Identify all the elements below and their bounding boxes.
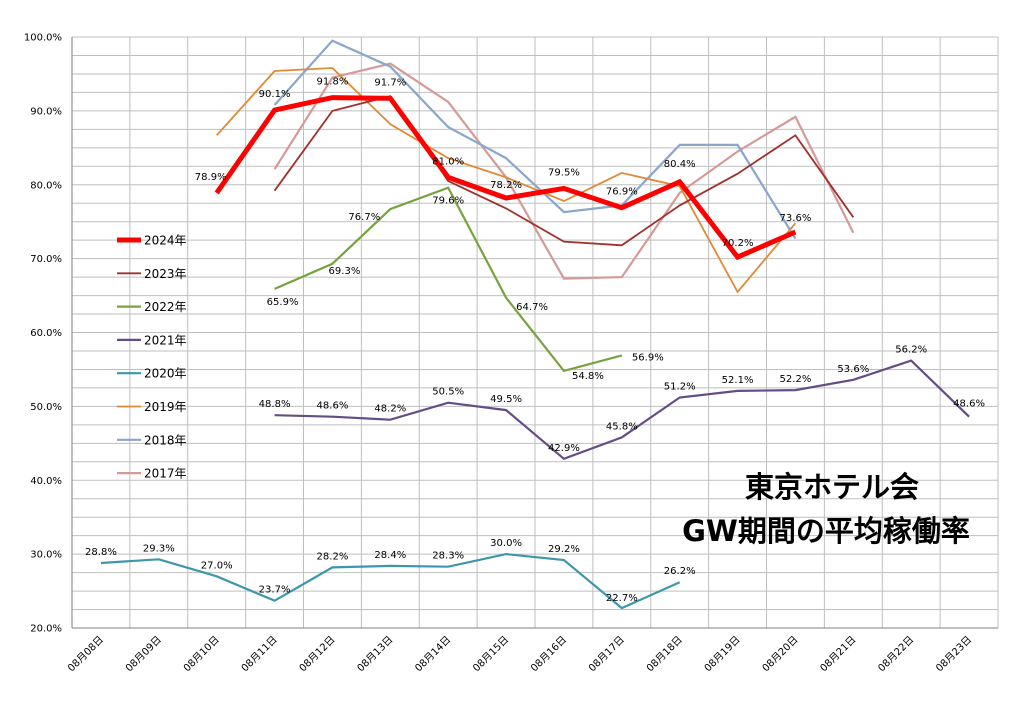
y-tick-label: 50.0% [30,402,62,413]
data-label: 91.7% [374,77,406,88]
chart-title-block: 東京ホテル会 GW期間の平均稼働率 [682,470,970,548]
legend-label: 2017年 [144,467,187,481]
data-label: 28.2% [317,551,349,562]
x-tick-label: 08月10日 [181,634,222,675]
x-tick-label: 08月14日 [413,634,454,675]
x-axis: 08月08日 08月09日 08月10日 08月11日 08月12日 08月13日 08月1… [65,627,998,675]
series-line-2022年 [274,186,623,373]
data-label: 70.2% [722,238,754,249]
data-label: 73.6% [780,213,812,224]
legend-label: 2022年 [144,300,187,314]
data-label: 56.9% [632,352,664,363]
data-labels: 78.9% 90.1% 91.8% 91.7% 81.0% 78.2% 79.5% 76.9%… [85,77,985,604]
chart-title: 東京ホテル会 [745,470,919,504]
data-label: 29.3% [143,543,175,554]
x-tick-label: 08月12日 [297,634,338,675]
y-tick-label: 90.0% [30,106,62,117]
data-label: 26.2% [664,566,696,577]
x-tick-label: 08月08日 [65,634,106,675]
data-label: 80.4% [664,159,696,170]
data-label: 29.2% [548,544,580,555]
data-label: 45.8% [606,421,638,432]
x-tick-label: 08月13日 [355,634,396,675]
y-tick-label: 30.0% [30,550,62,561]
series-line-2021年 [274,359,970,461]
data-label: 49.5% [490,394,522,405]
data-label: 48.6% [317,401,349,412]
y-tick-label: 100.0% [24,33,62,44]
series-line-2018年 [273,39,797,240]
data-label: 52.2% [780,374,812,385]
data-label: 48.6% [953,399,985,410]
x-tick-label: 08月11日 [239,634,280,675]
data-label: 69.3% [329,266,361,277]
series-line-2023年 [273,95,855,247]
data-label: 76.9% [606,187,638,198]
x-tick-label: 08月20日 [760,634,801,675]
legend-label: 2018年 [144,433,187,447]
data-label: 23.7% [259,585,291,596]
data-label: 79.5% [548,167,580,178]
data-label: 81.0% [432,156,464,167]
x-tick-label: 08月19日 [702,634,743,675]
y-tick-label: 40.0% [30,476,62,487]
y-tick-label: 70.0% [30,254,62,265]
data-label: 42.9% [548,443,580,454]
data-label: 52.1% [722,375,754,386]
data-label: 48.2% [374,404,406,415]
x-tick-label: 08月09日 [123,634,164,675]
series-lines [100,39,970,610]
series-line-2019年 [216,67,797,294]
legend: 2024年 2023年 2022年 2021年 2020年 2019年 2018年 2017年 [117,234,187,481]
data-label: 65.9% [267,297,299,308]
x-tick-label: 08月15日 [471,634,512,675]
data-label: 50.5% [432,387,464,398]
data-label: 64.7% [516,302,548,313]
x-tick-label: 08月18日 [644,634,685,675]
data-label: 22.7% [606,593,638,604]
data-label: 28.8% [85,547,117,558]
data-label: 28.3% [432,551,464,562]
legend-label: 2024年 [144,234,187,248]
data-label: 56.2% [895,345,927,356]
data-label: 30.0% [490,538,522,549]
data-label: 27.0% [201,560,233,571]
x-tick-label: 08月21日 [818,634,859,675]
x-tick-label: 08月23日 [934,634,975,675]
x-tick-label: 08月22日 [876,634,917,675]
data-label: 28.4% [374,550,406,561]
legend-label: 2023年 [144,267,187,281]
data-label: 54.8% [572,371,604,382]
x-tick-label: 08月16日 [528,634,569,675]
series-line-2024年 [214,95,797,261]
y-tick-label: 20.0% [30,624,62,635]
legend-label: 2019年 [144,400,187,414]
series-line-2017年 [273,62,855,280]
data-label: 78.9% [195,172,227,183]
data-label: 79.6% [432,196,464,207]
data-label: 48.8% [259,399,291,410]
x-tick-label: 08月17日 [586,634,627,675]
legend-label: 2020年 [144,367,187,381]
data-label: 90.1% [259,89,291,100]
data-label: 53.6% [837,364,869,375]
chart-subtitle: GW期間の平均稼働率 [682,514,970,548]
data-label: 51.2% [664,382,696,393]
legend-label: 2021年 [144,333,187,347]
data-label: 91.8% [317,77,349,88]
y-axis: 20.0% 30.0% 40.0% 50.0% 60.0% 70.0% 80.0% 90.0%… [24,33,73,635]
series-line-2020年 [100,552,681,610]
y-tick-label: 60.0% [30,328,62,339]
data-label: 76.7% [348,212,380,223]
data-label: 78.2% [490,180,522,191]
y-tick-label: 80.0% [30,180,62,191]
